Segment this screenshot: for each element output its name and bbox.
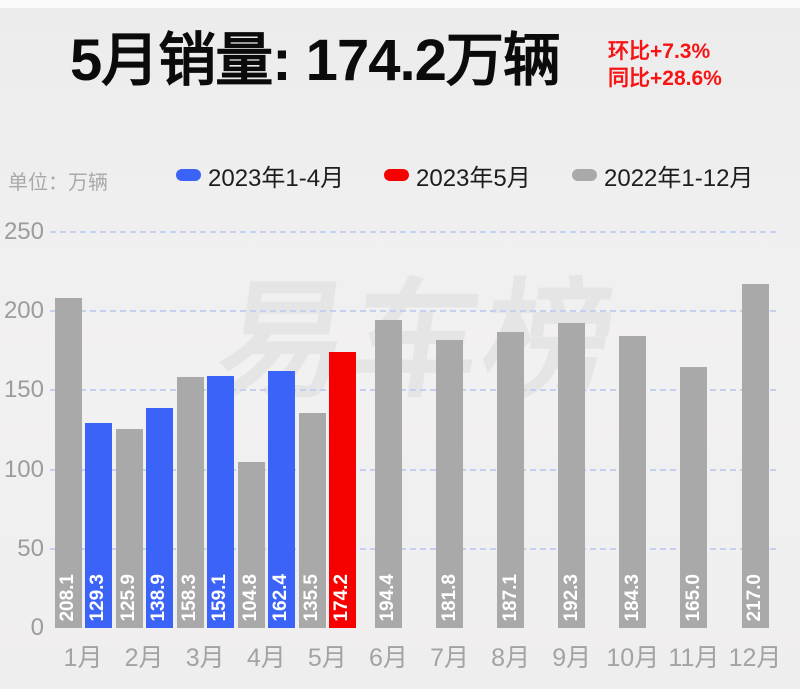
gridline-50 [50, 547, 780, 550]
change-annotations: 环比+7.3% 同比+28.6% [608, 38, 722, 92]
x-axis-label-9月: 9月 [552, 644, 592, 672]
x-axis-label-1月: 1月 [63, 644, 103, 672]
bar-2022年1-12月-6月: 194.4 [374, 320, 402, 628]
bar-2022年1-12月-10月: 184.3 [619, 336, 647, 628]
bar-value-label: 184.3 [621, 574, 643, 622]
gridline-150 [50, 389, 780, 392]
y-axis-tick-label: 0 [30, 614, 44, 641]
legend-label: 2022年1-12月 [604, 164, 754, 192]
x-axis-label-2月: 2月 [124, 644, 164, 672]
x-axis-label-8月: 8月 [491, 644, 531, 672]
y-axis-tick-label: 150 [3, 376, 44, 404]
x-axis-label-6月: 6月 [369, 644, 408, 672]
legend-swatch-red [384, 169, 409, 181]
bar-2023年5月-5月: 174.2 [328, 352, 356, 628]
bar-value-label: 135.5 [301, 574, 323, 622]
bar-value-label: 208.1 [57, 574, 78, 622]
x-axis-label-7月: 7月 [430, 644, 469, 672]
bar-value-label: 194.4 [377, 574, 399, 622]
bar-2023年1-4月-2月: 138.9 [145, 407, 173, 628]
bar-2023年1-4月-1月: 129.3 [84, 423, 112, 628]
bar-value-label: 192.3 [560, 574, 582, 622]
y-axis-tick-label: 200 [3, 297, 44, 325]
x-axis-label-10月: 10月 [606, 644, 660, 672]
bar-2023年1-4月-4月: 162.4 [267, 370, 295, 628]
legend-label: 2023年5月 [416, 164, 531, 192]
top-strip [0, 0, 800, 8]
bar-2023年1-4月-3月: 159.1 [206, 375, 234, 628]
bar-value-label: 174.2 [331, 574, 353, 622]
legend-item-2022: 2022年1-12月 [572, 160, 754, 192]
bar-value-label: 138.9 [148, 574, 170, 622]
legend-item-2023-jan-apr: 2023年1-4月 [176, 160, 345, 192]
bar-value-label: 104.8 [240, 574, 262, 622]
bar-value-label: 159.1 [209, 574, 231, 622]
bar-2022年1-12月-4月: 104.8 [237, 461, 265, 628]
mom-change-text: 环比+7.3% [608, 40, 711, 63]
x-axis-label-11月: 11月 [668, 644, 720, 672]
bar-value-label: 187.1 [499, 574, 521, 622]
bar-2022年1-12月-12月: 217.0 [741, 284, 769, 628]
legend-label: 2023年1-4月 [208, 164, 345, 192]
gridline-250 [50, 231, 780, 233]
bar-value-label: 162.4 [270, 574, 292, 622]
legend-item-2023-may: 2023年5月 [384, 160, 531, 192]
yoy-change-text: 同比+28.6% [608, 67, 722, 90]
gridline-200 [50, 310, 780, 313]
bar-2022年1-12月-7月: 181.8 [436, 340, 464, 628]
bar-2022年1-12月-9月: 192.3 [558, 323, 586, 628]
bar-2022年1-12月-1月: 208.1 [54, 298, 82, 628]
y-axis-tick-label: 250 [3, 218, 44, 245]
bar-value-label: 125.9 [118, 574, 140, 622]
bar-value-label: 165.0 [682, 574, 704, 622]
y-axis-tick-label: 50 [17, 534, 44, 562]
bar-value-label: 129.3 [87, 574, 108, 622]
y-axis-tick-label: 100 [3, 455, 44, 483]
x-axis-label-4月: 4月 [246, 644, 286, 672]
bar-2022年1-12月-2月: 125.9 [115, 428, 143, 628]
bar-2022年1-12月-3月: 158.3 [176, 377, 204, 628]
gridline-100 [50, 468, 780, 471]
unit-label: 单位：万辆 [8, 172, 108, 194]
bar-value-label: 217.0 [744, 574, 765, 622]
bar-2022年1-12月-11月: 165.0 [680, 366, 708, 628]
bar-value-label: 181.8 [438, 574, 460, 622]
x-axis-label-12月: 12月 [728, 644, 782, 672]
page-title: 5月销量: 174.2万辆 [70, 28, 561, 93]
legend-swatch-blue [176, 169, 201, 181]
bar-2022年1-12月-8月: 187.1 [497, 331, 525, 628]
x-axis-label-3月: 3月 [185, 644, 225, 672]
legend-swatch-gray [572, 169, 597, 181]
bar-2022年1-12月-5月: 135.5 [298, 413, 326, 628]
bar-value-label: 158.3 [179, 574, 201, 622]
x-axis-label-5月: 5月 [307, 644, 347, 672]
